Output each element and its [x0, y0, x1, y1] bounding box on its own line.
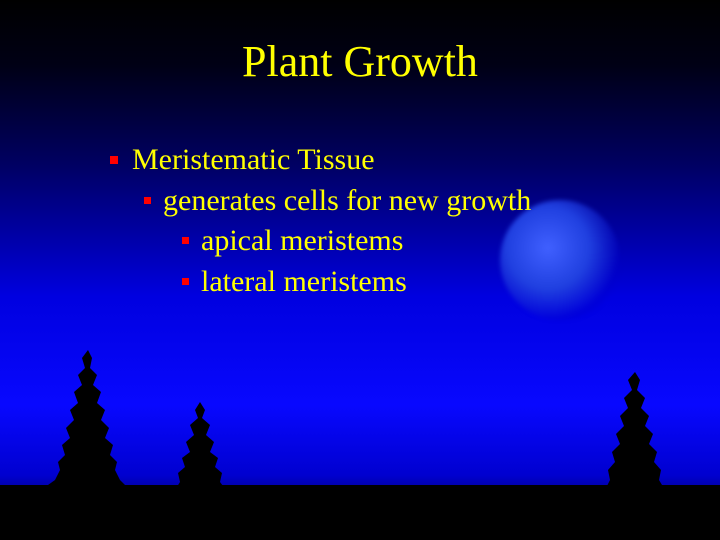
bullet-text: lateral meristems: [201, 265, 407, 298]
bullet-text: Meristematic Tissue: [132, 143, 375, 176]
bullet-icon: [110, 156, 118, 164]
list-item: generates cells for new growth: [144, 181, 531, 222]
bullet-text: apical meristems: [201, 224, 403, 257]
ground-graphic: [0, 485, 720, 540]
slide-title: Plant Growth: [0, 36, 720, 87]
bullet-text: generates cells for new growth: [163, 184, 531, 217]
list-item: apical meristems: [182, 221, 531, 262]
slide-body: Meristematic Tissue generates cells for …: [110, 140, 531, 302]
list-item: lateral meristems: [182, 262, 531, 303]
bullet-icon: [144, 197, 151, 204]
bullet-icon: [182, 278, 189, 285]
bullet-icon: [182, 237, 189, 244]
list-item: Meristematic Tissue: [110, 140, 531, 181]
